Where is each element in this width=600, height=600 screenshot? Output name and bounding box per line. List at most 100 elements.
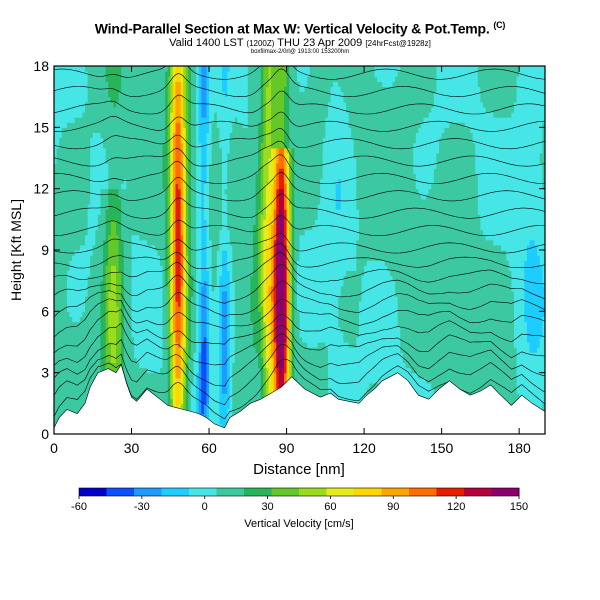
field-cell	[74, 239, 78, 246]
field-cell	[118, 321, 122, 328]
field-cell	[110, 239, 115, 246]
field-cell	[157, 250, 161, 256]
field-cell	[72, 352, 76, 358]
field-cell	[167, 352, 171, 358]
field-cell	[87, 198, 91, 205]
field-cell	[165, 219, 169, 226]
field-cell	[136, 147, 140, 154]
field-cell	[149, 265, 153, 272]
field-cell	[165, 163, 169, 169]
field-cell	[72, 316, 76, 323]
field-cell	[113, 163, 117, 169]
field-cell	[157, 122, 161, 128]
field-cell	[82, 250, 86, 256]
field-cell	[159, 183, 164, 190]
field-cell	[152, 357, 156, 364]
field-cell	[103, 239, 107, 246]
field-cell	[154, 101, 158, 108]
field-cell	[74, 280, 78, 287]
field-cell	[131, 342, 135, 348]
field-cell	[97, 331, 102, 338]
field-cell	[79, 112, 84, 118]
field-cell	[157, 290, 161, 297]
field-cell	[82, 173, 86, 180]
field-cell	[87, 382, 91, 389]
field-cell	[157, 229, 161, 236]
field-cell	[72, 204, 76, 210]
field-cell	[123, 229, 127, 236]
field-cell	[61, 388, 65, 394]
field-cell	[144, 270, 148, 277]
field-cell	[77, 382, 81, 389]
field-cell	[90, 280, 94, 287]
field-cell	[152, 132, 156, 139]
field-cell	[64, 239, 68, 246]
field-cell	[95, 96, 99, 103]
field-cell	[141, 331, 146, 338]
field-cell	[59, 331, 63, 338]
field-cell	[152, 142, 156, 149]
field-cell	[110, 112, 115, 118]
field-cell	[66, 347, 71, 353]
field-cell	[113, 224, 117, 231]
field-cell	[69, 152, 73, 159]
field-cell	[90, 81, 94, 88]
field-cell	[118, 219, 122, 226]
field-cell	[144, 106, 148, 113]
field-cell	[134, 193, 138, 200]
field-cell	[159, 122, 164, 128]
field-cell	[103, 219, 107, 226]
field-cell	[131, 357, 135, 364]
field-cell	[64, 224, 68, 231]
field-cell	[131, 188, 135, 195]
field-cell	[123, 311, 127, 318]
field-cell	[118, 198, 122, 205]
field-cell	[90, 183, 94, 190]
field-cell	[100, 321, 104, 328]
field-cell	[152, 301, 156, 307]
field-cell	[131, 132, 135, 139]
field-cell	[121, 183, 125, 190]
field-cell	[113, 117, 117, 123]
field-cell	[141, 163, 146, 169]
field-cell	[134, 362, 138, 369]
field-cell	[152, 198, 156, 205]
field-cell	[157, 193, 161, 200]
field-cell	[64, 91, 68, 98]
field-cell	[147, 173, 151, 180]
field-cell	[110, 193, 115, 200]
field-cell	[113, 188, 117, 195]
field-cell	[159, 377, 164, 384]
field-cell	[141, 244, 146, 251]
field-cell	[87, 209, 91, 215]
field-cell	[74, 357, 78, 364]
field-cell	[136, 382, 140, 389]
field-cell	[61, 81, 65, 88]
field-cell	[131, 219, 135, 226]
field-cell	[82, 152, 86, 159]
field-cell	[149, 81, 153, 88]
field-cell	[167, 132, 171, 139]
field-cell	[95, 127, 99, 134]
field-cell	[162, 244, 166, 251]
field-cell	[69, 214, 73, 220]
field-cell	[116, 198, 120, 205]
field-cell	[108, 352, 112, 358]
field-cell	[79, 163, 84, 169]
field-cell	[61, 250, 65, 256]
field-cell	[141, 316, 146, 323]
field-cell	[74, 91, 78, 98]
field-cell	[61, 311, 65, 318]
field-cell	[165, 86, 169, 93]
field-cell	[87, 250, 91, 256]
field-cell	[123, 352, 127, 358]
field-cell	[131, 393, 135, 399]
field-cell	[64, 229, 68, 236]
field-cell	[74, 388, 78, 394]
field-cell	[97, 290, 102, 297]
field-cell	[118, 357, 122, 364]
field-cell	[154, 188, 158, 195]
field-cell	[97, 219, 102, 226]
field-cell	[100, 224, 104, 231]
field-cell	[121, 193, 125, 200]
